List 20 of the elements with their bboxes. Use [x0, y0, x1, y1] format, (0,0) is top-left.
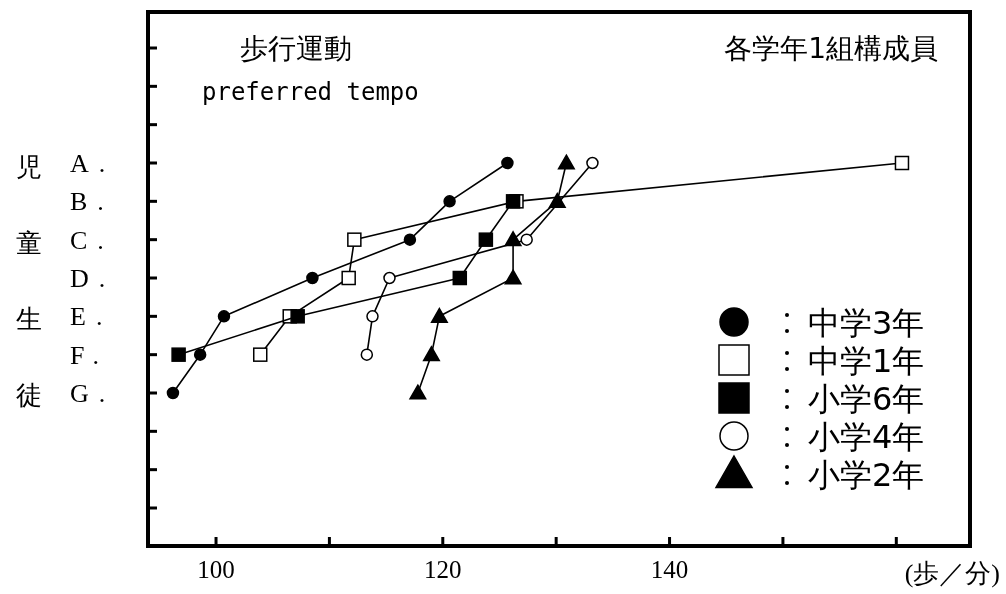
x-axis-title: (歩／分) [904, 559, 1000, 588]
y-tick-label: F. [70, 340, 109, 370]
legend-label: 中学1年 [808, 342, 925, 380]
y-tick-label: E. [70, 302, 113, 332]
text: 児童生徒 [16, 153, 42, 410]
x-tick-label: 100 [197, 556, 235, 583]
legend-label: 小学2年 [808, 456, 925, 494]
annotation: 各学年1組構成員 [724, 32, 938, 65]
legend-label: 小学6年 [808, 380, 925, 418]
text: 歩行運動 [240, 32, 352, 65]
x-tick-label: 140 [650, 556, 689, 583]
y-tick-label: G. [70, 379, 116, 408]
legend-label: 中学3年 [808, 304, 925, 342]
text: preferred tempo [202, 78, 419, 106]
y-tick-label: C. [70, 225, 114, 255]
legend-label: 小学4年 [808, 418, 925, 456]
x-tick-label: 120 [424, 556, 462, 583]
y-tick-label: B. [70, 187, 114, 217]
y-tick-label: D. [70, 264, 116, 293]
y-tick-label: A. [70, 149, 116, 178]
